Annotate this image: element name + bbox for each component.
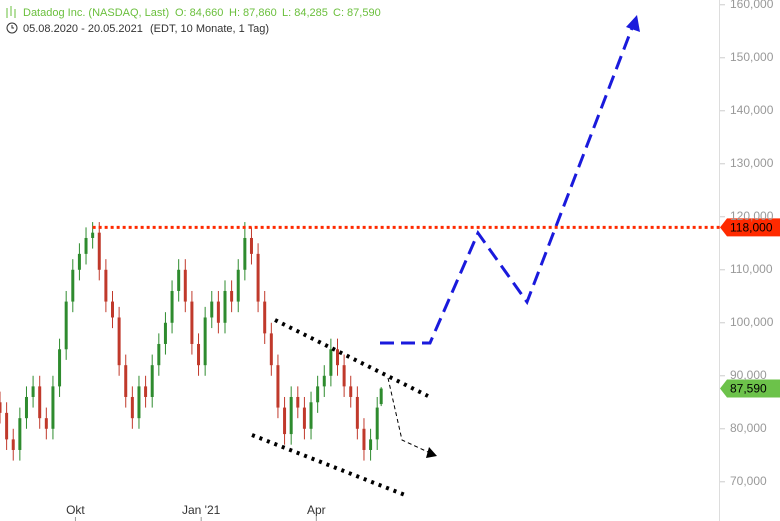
body [336,349,339,366]
body [362,428,366,450]
body [309,402,313,429]
reference-label: 118,000 [730,221,773,235]
y-tick-label: 130,000 [730,156,774,170]
body [296,396,300,408]
body [375,407,379,440]
y-tick-label: 80,000 [730,421,767,435]
body [190,301,194,344]
y-tick-label: 70,000 [730,474,767,488]
body [163,322,167,344]
body [349,386,353,397]
forecast-path [380,27,634,345]
body [104,269,108,302]
body [223,290,227,323]
y-tick-label: 100,000 [730,315,774,329]
clock-hand [11,25,14,29]
body [216,301,220,323]
body [203,317,207,366]
body [77,253,81,270]
body [64,301,68,350]
close-value: C: 87,590 [333,7,381,19]
clock-icon [6,22,18,34]
y-tick-label: 90,000 [730,368,767,382]
channel-lower [251,433,406,497]
body [322,375,326,387]
body [130,396,134,419]
body [31,386,35,397]
body [243,237,247,270]
body [302,407,306,429]
body [342,365,346,387]
body [97,232,101,270]
price-bars [0,222,383,461]
y-tick-label: 140,000 [730,103,774,117]
body [137,386,141,419]
body [170,290,174,323]
body [111,301,114,318]
legend-icon [6,6,16,18]
body [256,253,260,302]
body [18,418,22,450]
body [11,439,15,450]
body [269,333,273,366]
body [157,343,161,366]
body [329,349,333,376]
body [44,418,48,429]
body [197,343,201,366]
body [263,301,267,334]
y-tick-label: 160,000 [730,0,774,11]
body [369,439,373,450]
body [249,237,253,254]
instrument-name: Datadog Inc. (NASDAQ, Last) [23,7,169,19]
projection-arrow [387,377,429,453]
body [91,232,95,238]
forecast-arrow-head [626,15,640,32]
body [210,301,214,318]
date-range: 05.08.2020 - 20.05.2021 [23,23,143,35]
x-tick-label: Okt [66,503,85,517]
body [276,365,280,408]
chart-info: (EDT, 10 Monate, 1 Tag) [150,23,269,35]
last-price-badge [720,379,780,398]
arrow-head [426,447,437,458]
body [230,290,234,302]
body [38,386,42,419]
last-price-label: 87,590 [730,382,767,396]
low-value: L: 84,285 [282,7,328,19]
body [379,388,383,405]
body [5,412,9,440]
body [283,407,287,435]
body [183,269,187,302]
annotations [251,15,640,497]
y-tick-label: 150,000 [730,50,774,64]
body [316,386,320,403]
body [58,349,62,387]
body [144,386,148,397]
open-value: O: 84,660 [175,7,223,19]
body [0,402,2,413]
body [289,396,293,435]
y-tick-label: 120,000 [730,209,774,223]
y-tick-label: 110,000 [730,262,773,276]
body [124,365,128,397]
price-badges: 118,000 87,590 [92,218,780,398]
body [236,269,240,302]
body [355,396,359,429]
body [51,386,55,429]
x-tick-label: Apr [307,503,326,517]
body [84,237,88,254]
reference-badge [720,218,780,237]
body [71,269,75,302]
high-value: H: 87,860 [229,7,277,19]
x-tick-label: Jan '21 [182,503,221,517]
body [150,365,154,397]
body [117,317,121,366]
channel-upper [274,318,429,398]
body [24,396,28,419]
body [177,269,181,291]
